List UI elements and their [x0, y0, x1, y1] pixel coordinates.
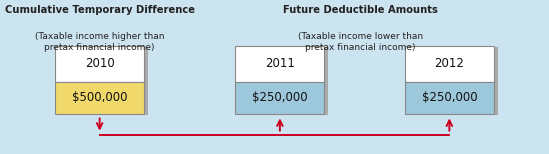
Text: Future Deductible Amounts: Future Deductible Amounts: [283, 5, 438, 15]
Text: 2010: 2010: [85, 57, 115, 70]
Bar: [55, 46, 144, 81]
Bar: [239, 47, 328, 115]
Text: Cumulative Temporary Difference: Cumulative Temporary Difference: [4, 5, 195, 15]
Bar: [59, 47, 148, 115]
Bar: [405, 46, 494, 81]
Bar: [236, 81, 324, 114]
Bar: [405, 81, 494, 114]
Text: (Taxable income higher than
pretax financial income): (Taxable income higher than pretax finan…: [35, 32, 164, 52]
Text: $250,000: $250,000: [252, 91, 307, 104]
Bar: [55, 81, 144, 114]
Text: 2011: 2011: [265, 57, 295, 70]
Text: 2012: 2012: [434, 57, 464, 70]
Bar: [236, 46, 324, 81]
Bar: [409, 47, 497, 115]
Text: $250,000: $250,000: [422, 91, 477, 104]
Text: $500,000: $500,000: [72, 91, 127, 104]
Text: (Taxable income lower than
pretax financial income): (Taxable income lower than pretax financ…: [298, 32, 423, 52]
